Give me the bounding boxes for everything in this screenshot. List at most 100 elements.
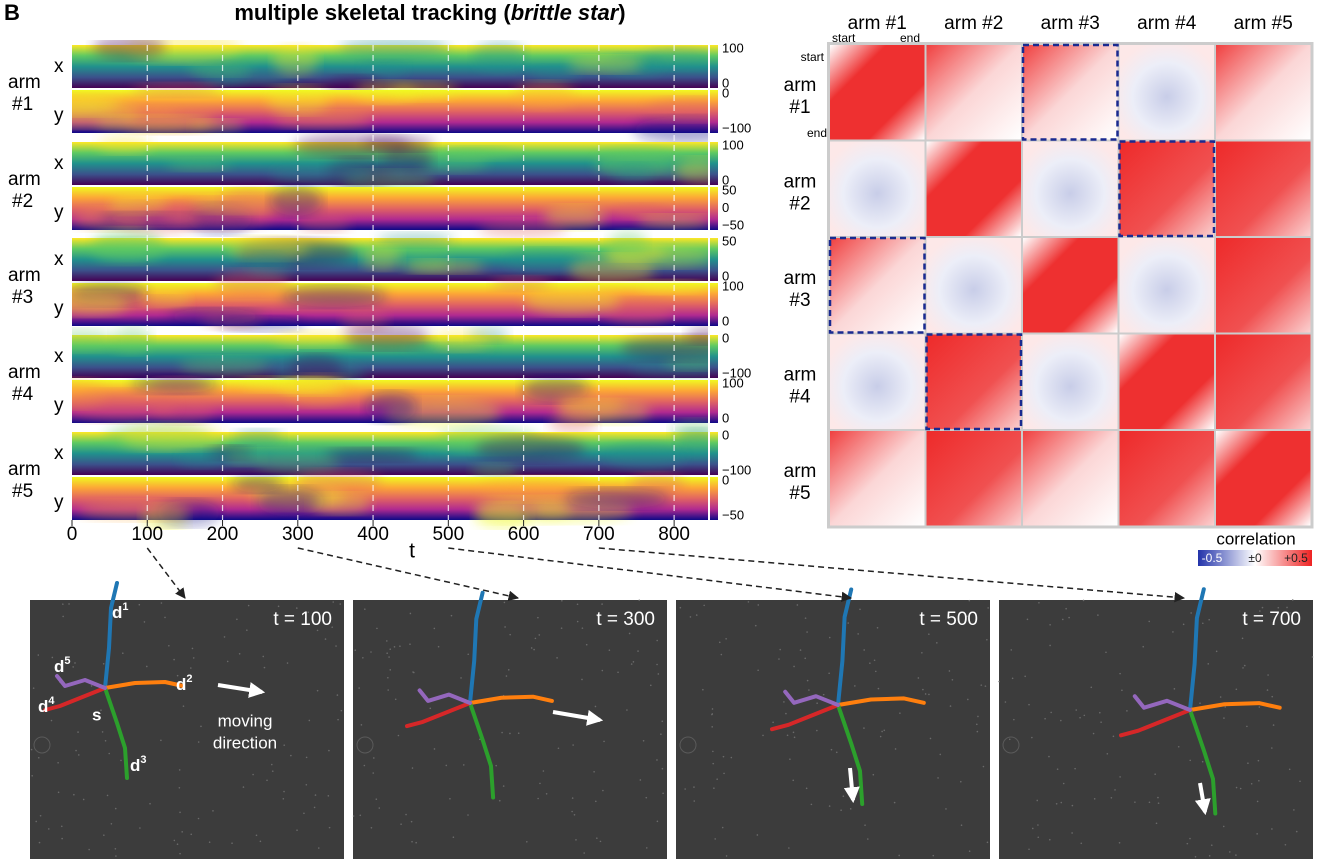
snapshot-speck — [83, 799, 85, 801]
snapshot-speck — [656, 759, 658, 761]
snapshot-speck — [829, 805, 831, 807]
snapshot-speck — [537, 617, 539, 619]
snapshot-speck — [843, 795, 845, 797]
snapshot-speck — [533, 649, 535, 651]
snapshot-speck — [318, 847, 320, 849]
row-label: x — [54, 346, 64, 367]
snapshot-speck — [75, 750, 77, 752]
snapshot-speck — [48, 828, 50, 830]
snapshot-speck — [787, 734, 789, 736]
snapshot-speck — [415, 842, 417, 844]
matrix-cell — [830, 431, 925, 526]
snapshot-speck — [1113, 736, 1115, 738]
snapshot-speck — [296, 829, 298, 831]
snapshot-speck — [1111, 797, 1113, 799]
snapshot-speck — [1009, 738, 1011, 740]
snapshot-speck — [757, 834, 759, 836]
snapshot-speck — [144, 621, 146, 623]
snapshot-speck — [39, 842, 41, 844]
snapshot-speck — [451, 615, 453, 617]
snapshot-speck — [864, 824, 866, 826]
snapshot-speck — [438, 646, 440, 648]
arm-number: #5 — [12, 481, 33, 502]
snapshot-speck — [595, 801, 597, 803]
snapshot-speck — [467, 653, 469, 655]
snapshot-speck — [1157, 797, 1159, 799]
matrix-cell — [927, 335, 1022, 430]
snapshot-speck — [1293, 809, 1295, 811]
heatmap-texture — [191, 119, 244, 132]
heatmap-texture — [214, 270, 290, 296]
matrix-row-number: #3 — [789, 290, 810, 311]
snapshot-speck — [328, 795, 330, 797]
snapshot-speck — [1084, 715, 1086, 717]
snapshot-speck — [378, 807, 380, 809]
heatmap-texture — [177, 450, 227, 468]
tip-sup: 5 — [64, 655, 70, 667]
snapshot-speck — [922, 689, 924, 691]
snapshot-speck — [593, 771, 595, 773]
snapshot-speck — [1044, 718, 1046, 720]
snapshot-speck — [950, 705, 952, 707]
direction-label: moving — [218, 711, 273, 730]
snapshot-speck — [772, 722, 774, 724]
matrix-cell — [1216, 335, 1311, 430]
snapshot-speck — [1079, 717, 1081, 719]
snapshot-speck — [1028, 848, 1030, 850]
matrix-row-label: arm — [784, 268, 817, 289]
t-tick-label: 400 — [357, 524, 389, 545]
snapshot-speck — [609, 649, 611, 651]
snapshot-speck — [107, 795, 109, 797]
snapshot-speck — [581, 679, 583, 681]
snapshot-speck — [139, 827, 141, 829]
snapshot-speck — [1148, 621, 1150, 623]
snapshot-speck — [998, 681, 1000, 683]
snapshot-speck — [115, 855, 117, 857]
snapshot-speck — [1190, 612, 1192, 614]
snapshot-speck — [1242, 667, 1244, 669]
snapshot-speck — [177, 843, 179, 845]
snapshot-speck — [930, 738, 932, 740]
snapshot-speck — [1072, 805, 1074, 807]
snapshot-speck — [702, 689, 704, 691]
snapshot-speck — [209, 841, 211, 843]
heatmap-texture — [273, 331, 355, 348]
arm-label: arm — [8, 362, 41, 383]
heatmap-texture — [514, 82, 576, 109]
snapshot-speck — [1036, 800, 1038, 802]
snapshot-speck — [272, 770, 274, 772]
arm-number: #3 — [12, 287, 33, 308]
heatmap-texture — [93, 34, 166, 60]
heatmap-texture — [472, 41, 526, 73]
snapshot-speck — [1049, 839, 1051, 841]
t-tick-label: 200 — [207, 524, 239, 545]
snapshot-speck — [1211, 844, 1213, 846]
snapshot-speck — [1048, 756, 1050, 758]
heatmap-texture — [53, 293, 128, 316]
heatmap-texture — [476, 436, 586, 463]
heatmap-texture — [91, 238, 166, 263]
tip-base: d — [54, 657, 64, 676]
snapshot-speck — [539, 783, 541, 785]
snapshot-speck — [656, 664, 658, 666]
snapshot-speck — [693, 786, 695, 788]
snapshot-speck — [684, 788, 686, 790]
snapshot-speck — [1246, 726, 1248, 728]
snapshot-speck — [1038, 602, 1040, 604]
snapshot-speck — [181, 831, 183, 833]
snapshot-speck — [712, 751, 714, 753]
snapshot-speck — [1209, 855, 1211, 857]
snapshot-speck — [537, 798, 539, 800]
snapshot-speck — [243, 786, 245, 788]
t-tick-label: 500 — [432, 524, 464, 545]
colorbar-label: 0 — [722, 313, 729, 328]
arm-label: arm — [8, 169, 41, 190]
snapshot-speck — [757, 604, 759, 606]
snapshot-speck — [1273, 724, 1275, 726]
snapshot-speck — [1220, 696, 1222, 698]
snapshot-speck — [899, 712, 901, 714]
start-label: start — [832, 31, 856, 45]
snapshot-speck — [372, 772, 374, 774]
t-tick-label: 0 — [67, 524, 78, 545]
snapshot-speck — [602, 790, 604, 792]
